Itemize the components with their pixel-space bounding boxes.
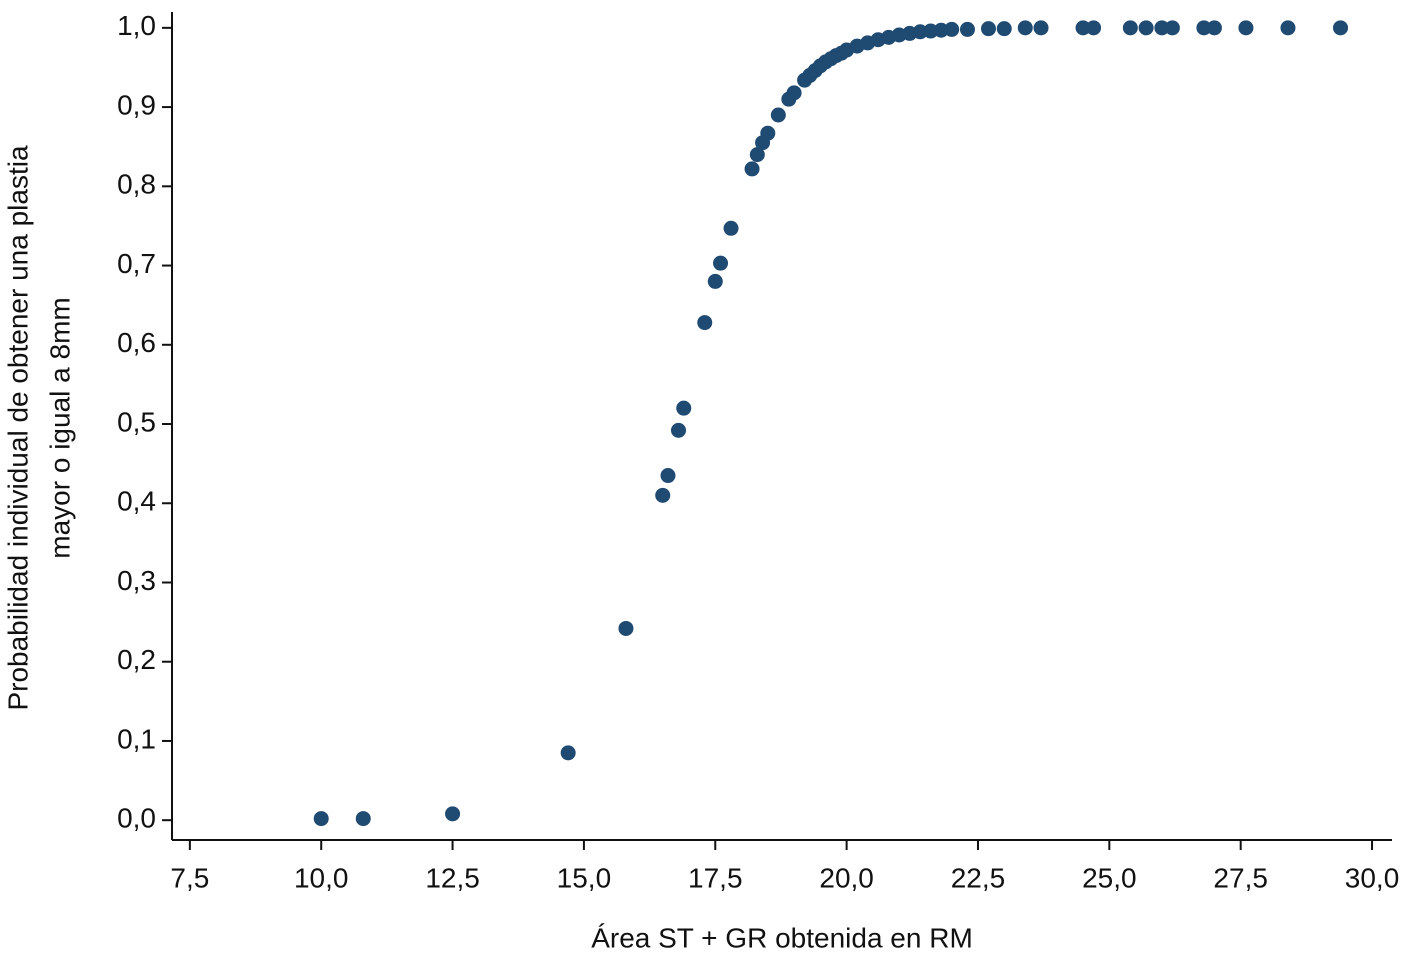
point	[1086, 20, 1102, 36]
point	[707, 273, 723, 289]
x-tick-label: 27,5	[1213, 862, 1268, 893]
point	[1154, 20, 1170, 36]
point	[770, 107, 786, 123]
point	[786, 85, 802, 101]
point	[1206, 20, 1222, 36]
point	[313, 811, 329, 827]
x-tick-label: 17,5	[688, 862, 743, 893]
point	[697, 315, 713, 331]
x-tick-label: 10,0	[294, 862, 349, 893]
y-axis-label: mayor o igual a 8mm	[44, 297, 75, 558]
point	[723, 220, 739, 236]
point	[560, 745, 576, 761]
x-tick-label: 7,5	[170, 862, 209, 893]
point	[1138, 20, 1154, 36]
point	[355, 811, 371, 827]
point	[655, 487, 671, 503]
x-tick-label: 20,0	[819, 862, 874, 893]
x-tick-label: 22,5	[951, 862, 1006, 893]
x-tick-label: 12,5	[425, 862, 480, 893]
point	[959, 21, 975, 37]
point	[1017, 20, 1033, 36]
point	[670, 422, 686, 438]
y-tick-label: 0,8	[117, 169, 156, 200]
point	[1196, 20, 1212, 36]
y-tick-label: 0,0	[117, 803, 156, 834]
point	[1122, 20, 1138, 36]
point	[1280, 20, 1296, 36]
y-tick-label: 0,7	[117, 248, 156, 279]
point	[1333, 20, 1349, 36]
y-tick-label: 0,9	[117, 89, 156, 120]
point	[1033, 20, 1049, 36]
x-tick-label: 30,0	[1345, 862, 1400, 893]
y-tick-label: 0,3	[117, 565, 156, 596]
point	[1238, 20, 1254, 36]
point	[660, 468, 676, 484]
point	[996, 21, 1012, 37]
y-tick-label: 0,1	[117, 723, 156, 754]
point	[676, 400, 692, 416]
point	[1164, 20, 1180, 36]
x-tick-label: 15,0	[557, 862, 612, 893]
x-axis-label: Área ST + GR obtenida en RM	[591, 922, 973, 953]
point	[1075, 20, 1091, 36]
point	[713, 255, 729, 271]
point	[980, 21, 996, 37]
y-tick-label: 0,6	[117, 327, 156, 358]
y-tick-label: 0,2	[117, 644, 156, 675]
point	[944, 21, 960, 37]
point	[618, 620, 634, 636]
point	[445, 806, 461, 822]
point	[760, 125, 776, 141]
y-axis-label: Probabilidad individual de obtener una p…	[2, 145, 33, 711]
x-tick-label: 25,0	[1082, 862, 1137, 893]
y-tick-label: 0,4	[117, 486, 156, 517]
point	[744, 161, 760, 177]
y-tick-label: 1,0	[117, 10, 156, 41]
point	[749, 147, 765, 163]
y-tick-label: 0,5	[117, 406, 156, 437]
